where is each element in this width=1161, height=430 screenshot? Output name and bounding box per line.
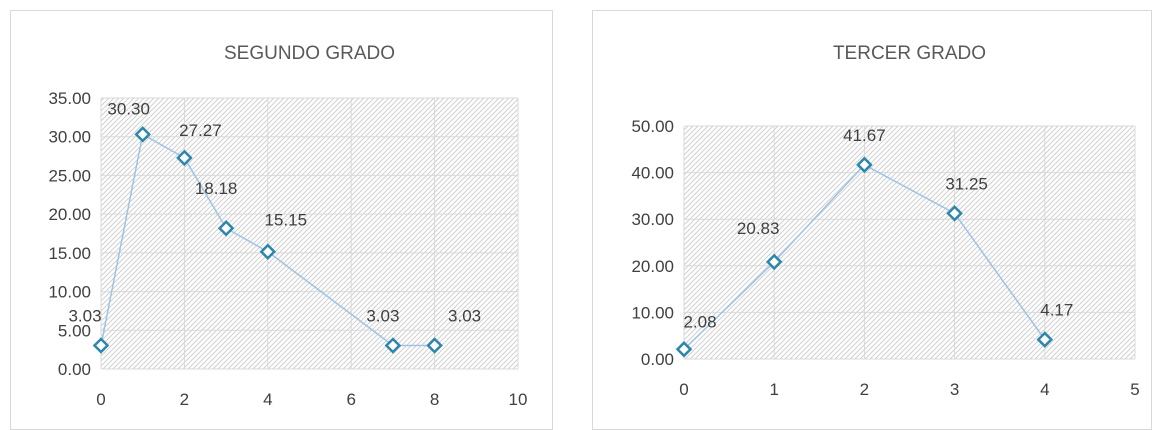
data-point-marker	[134, 126, 151, 143]
data-point-marker	[92, 337, 110, 354]
data-point-marker	[259, 243, 277, 260]
chart-segundo-grado-svg: SEGUNDO GRADO 0.00 5.00 10.00 15.00 20.00 25.0…	[48, 43, 528, 409]
y-tick-label: 25.00	[48, 166, 91, 185]
data-label: 41.67	[843, 126, 886, 145]
data-point-marker	[426, 337, 443, 354]
data-point-marker	[176, 149, 193, 167]
x-tick-label: 1	[769, 380, 778, 399]
x-tick-label: 3	[950, 380, 959, 399]
x-tick-label: 8	[430, 390, 439, 409]
x-tick-label: 4	[263, 390, 272, 409]
data-label: 3.03	[366, 307, 399, 326]
chart-segundo-grado: SEGUNDO GRADO 0.00 5.00 10.00 15.00 20.00 25.0…	[10, 10, 553, 430]
data-label: 20.83	[737, 219, 780, 238]
y-tick-label: 30.00	[48, 128, 91, 147]
plot-area	[101, 98, 518, 369]
data-label: 18.18	[195, 179, 238, 198]
x-tick-label: 0	[96, 390, 105, 409]
data-label: 27.27	[179, 121, 222, 140]
x-tick-label: 2	[860, 380, 869, 399]
x-tick-label: 10	[509, 390, 528, 409]
x-tick-label: 5	[1130, 380, 1139, 399]
data-label: 30.30	[107, 99, 150, 118]
data-point-marker	[765, 253, 783, 271]
data-label: 31.25	[945, 174, 988, 193]
x-tick-label: 6	[346, 390, 355, 409]
chart-title: SEGUNDO GRADO	[224, 43, 395, 64]
y-tick-label: 0.00	[641, 350, 674, 369]
data-label: 4.17	[1040, 301, 1073, 320]
y-tick-label: 40.00	[631, 164, 674, 183]
plot-area	[684, 126, 1135, 359]
x-tick-label: 2	[180, 390, 189, 409]
chart-tercer-grado-svg: TERCER GRADO 0.00 10.00 20.00 30.00 40.00 50.0…	[631, 43, 1139, 399]
y-tick-label: 5.00	[58, 321, 91, 340]
y-tick-label: 20.00	[631, 257, 674, 276]
data-point-marker	[946, 205, 963, 222]
y-tick-label: 10.00	[48, 283, 91, 302]
data-label: 3.03	[448, 307, 481, 326]
data-point-marker	[217, 219, 235, 237]
data-point-marker	[384, 337, 402, 354]
data-label: 2.08	[683, 312, 716, 331]
chart-title: TERCER GRADO	[833, 43, 986, 64]
data-point-marker	[856, 156, 873, 174]
y-tick-label: 35.00	[48, 89, 91, 108]
chart-tercer-grado: TERCER GRADO 0.00 10.00 20.00 30.00 40.00 50.0…	[592, 10, 1152, 430]
data-label: 3.03	[68, 307, 101, 326]
y-tick-label: 0.00	[58, 360, 91, 379]
x-tick-label: 0	[679, 380, 688, 399]
data-point-marker	[1036, 331, 1054, 348]
data-point-marker	[675, 341, 693, 358]
data-label: 15.15	[265, 211, 308, 230]
y-tick-label: 15.00	[48, 244, 91, 263]
x-tick-label: 4	[1040, 380, 1049, 399]
y-tick-label: 50.00	[631, 117, 674, 136]
y-tick-label: 10.00	[631, 303, 674, 322]
y-tick-label: 30.00	[631, 210, 674, 229]
y-tick-label: 20.00	[48, 205, 91, 224]
